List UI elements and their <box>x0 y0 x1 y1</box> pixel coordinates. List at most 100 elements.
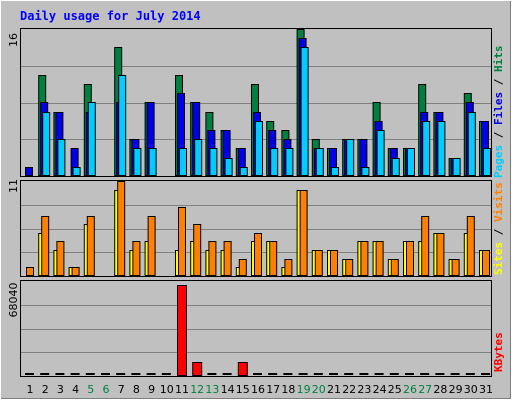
bar-kbytes <box>359 373 369 375</box>
x-tick-label: 15 <box>236 383 250 396</box>
x-tick-label: 4 <box>72 383 79 396</box>
bar-visits <box>41 216 50 276</box>
bar-pages <box>270 148 279 176</box>
legend-kbytes: KBytes <box>492 332 505 372</box>
bar-pages <box>331 167 339 176</box>
bar-pages <box>148 148 157 176</box>
x-tick-label: 30 <box>464 383 478 396</box>
bar-kbytes <box>192 362 203 376</box>
bar-kbytes <box>268 373 278 375</box>
bar-pages <box>209 148 218 176</box>
ymax-kbytes-label: 68040 <box>7 283 20 318</box>
x-tick-label: 10 <box>160 383 174 396</box>
bar-kbytes <box>222 373 232 375</box>
bar-visits <box>390 259 399 276</box>
bar-pages <box>300 47 309 176</box>
bar-pages <box>452 158 461 176</box>
x-tick-label: 31 <box>479 383 493 396</box>
bar-visits <box>314 250 323 276</box>
bar-visits <box>451 259 460 276</box>
bar-pages <box>224 158 233 176</box>
bar-visits <box>238 259 247 276</box>
bar-visits <box>482 250 490 276</box>
bar-pages <box>437 121 446 176</box>
bar-visits <box>56 241 65 276</box>
legend-hits: Hits <box>492 46 505 73</box>
x-tick-label: 17 <box>266 383 280 396</box>
bar-visits <box>269 241 278 276</box>
x-tick-label: 22 <box>342 383 356 396</box>
bar-visits <box>208 241 217 276</box>
plot-area-hits <box>20 28 492 177</box>
bar-kbytes <box>329 373 338 375</box>
x-tick-label: 20 <box>312 383 326 396</box>
legend-pages: Pages <box>492 145 505 178</box>
legend-sep-3: / <box>492 222 505 242</box>
bar-pages <box>118 75 127 176</box>
bar-pages <box>483 148 491 176</box>
bar-kbytes <box>70 373 80 375</box>
bar-visits <box>71 267 80 276</box>
x-tick-labels: 1 2 3 4 5 6 7 8 9 10 11 12 13 14 15 16 17 18 19 20 21 22 23 24 2… <box>27 383 494 396</box>
x-tick-label: 12 <box>190 383 204 396</box>
svg-text:KBytes: KBytes <box>492 332 505 372</box>
bar-visits <box>436 233 445 276</box>
bar-visits <box>466 216 475 276</box>
bar-kbytes <box>55 373 65 375</box>
bar-kbytes <box>405 373 414 375</box>
bar-kbytes <box>420 373 430 375</box>
bar-visits <box>375 241 384 276</box>
bar-visits <box>284 259 293 276</box>
x-tick-label: 24 <box>373 383 387 396</box>
bar-visits <box>330 250 338 276</box>
bar-kbytes <box>40 373 50 375</box>
bar-pages <box>179 148 187 176</box>
svg-text:Sites / Visits: Sites / Visits <box>492 182 505 275</box>
bar-visits <box>360 241 369 276</box>
x-tick-label: 28 <box>433 383 447 396</box>
plot-area-kbytes <box>20 280 492 377</box>
svg-text:Pages / Files / Hits: Pages / Files / Hits <box>492 46 505 179</box>
legend-sep-2: / <box>492 72 505 92</box>
bar-visits <box>26 267 34 276</box>
legend-sites-visits: Sites / Visits <box>492 182 505 275</box>
bar-visits <box>178 207 186 276</box>
bar-visits <box>132 241 141 276</box>
x-tick-label: 11 <box>175 383 189 396</box>
bar-kbytes <box>161 373 171 375</box>
bar-pages <box>346 139 355 176</box>
x-tick-label: 9 <box>148 383 155 396</box>
x-tick-label: 13 <box>205 383 219 396</box>
bar-pages <box>376 130 385 176</box>
bar-kbytes <box>481 373 490 375</box>
bar-pages <box>315 148 324 176</box>
x-tick-label: 16 <box>251 383 265 396</box>
x-tick-label: 26 <box>403 383 417 396</box>
bar-pages <box>361 167 370 176</box>
bar-kbytes <box>450 373 460 375</box>
bar-pages <box>285 148 294 176</box>
bar-visits <box>86 216 95 276</box>
x-tick-label: 21 <box>327 383 341 396</box>
bar-kbytes <box>237 362 248 376</box>
bar-pages <box>391 158 400 176</box>
x-tick-label: 7 <box>118 383 125 396</box>
chart-title: Daily usage for July 2014 <box>20 9 201 23</box>
legend-files: Files <box>492 92 505 125</box>
bar-kbytes <box>131 373 141 375</box>
bar-pages <box>467 112 476 176</box>
x-tick-label: 6 <box>103 383 110 396</box>
bar-pages <box>133 148 142 176</box>
legend-kbytes-group: KBytes <box>492 332 505 372</box>
bar-kbytes <box>116 373 126 375</box>
bar-kbytes <box>389 373 399 375</box>
bar-kbytes <box>465 373 475 375</box>
x-tick-label: 1 <box>27 383 34 396</box>
bar-kbytes <box>283 373 293 375</box>
bar-visits <box>299 190 308 276</box>
ymax-visits-label: 11 <box>7 179 20 193</box>
bar-pages <box>42 112 51 176</box>
bar-kbytes <box>207 373 217 375</box>
